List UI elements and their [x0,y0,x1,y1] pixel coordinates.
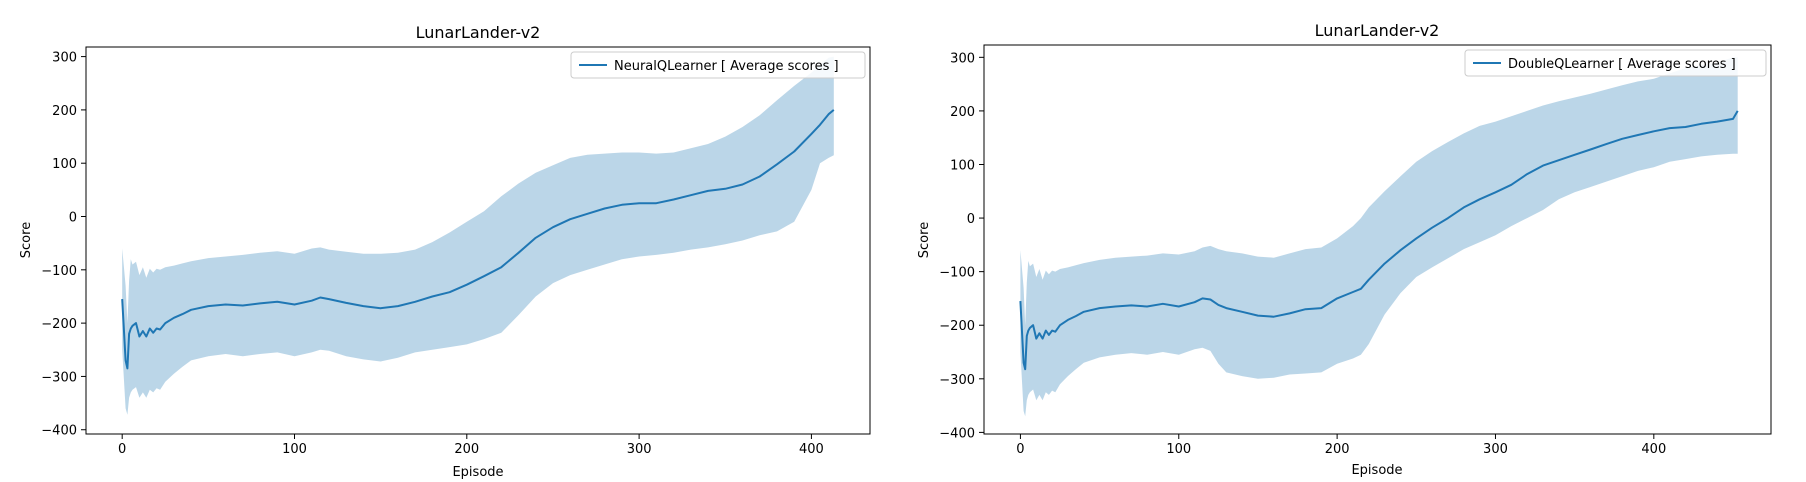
x-tick-label: 300 [627,442,652,457]
y-tick-label: 300 [950,51,975,66]
x-tick-label: 400 [799,442,824,457]
y-tick-label: 0 [967,212,975,227]
series-confidence-band [122,56,834,415]
legend: NeuralQLearner [ Average scores ] [570,51,866,79]
series-confidence-band [1020,57,1738,417]
chart-panel-left: 0 100 200 300 400−400−300−200−1000100200300 … [19,23,871,480]
x-tick-label: 400 [1641,442,1666,457]
chart-title: LunarLander-v2 [1315,21,1440,40]
x-axis-label: Episode [1351,463,1402,478]
y-tick-label: 100 [52,157,77,172]
x-tick-label: 100 [282,442,307,457]
y-tick-label: 300 [52,51,77,66]
y-axis-label: Score [917,222,932,258]
chart-title: LunarLander-v2 [416,23,541,42]
x-tick-label: 200 [454,442,479,457]
x-tick-label: 300 [1483,442,1508,457]
y-tick-label: −100 [939,266,975,281]
x-tick-label: 0 [1016,442,1024,457]
chart-panel-right: 0 100 200 300 400−400−300−200−1000100200300 … [917,21,1772,478]
y-tick-label: 200 [52,104,77,119]
y-tick-label: 200 [950,105,975,120]
legend-box [1464,49,1767,77]
y-tick-label: 0 [69,211,77,226]
x-tick-label: 0 [118,442,126,457]
y-tick-label: −300 [41,370,77,385]
y-tick-label: −100 [41,264,77,279]
y-axis-label: Score [19,222,34,258]
x-tick-label: 100 [1166,442,1191,457]
plot-frame [85,46,871,435]
x-axis-label: Episode [452,465,503,480]
series-line [1019,110,1739,371]
y-tick-label: −200 [41,317,77,332]
y-tick-label: 100 [950,158,975,173]
legend: DoubleQLearner [ Average scores ] [1464,49,1767,77]
legend-label: NeuralQLearner [ Average scores ] [614,59,839,74]
series-line [121,109,835,370]
y-tick-label: −400 [41,424,77,439]
y-tick-label: −300 [939,373,975,388]
plot-frame [983,44,1772,435]
legend-label: DoubleQLearner [ Average scores ] [1508,57,1736,72]
y-tick-label: −400 [939,426,975,441]
legend-box [570,51,866,79]
x-tick-label: 200 [1325,442,1350,457]
y-tick-label: −200 [939,319,975,334]
